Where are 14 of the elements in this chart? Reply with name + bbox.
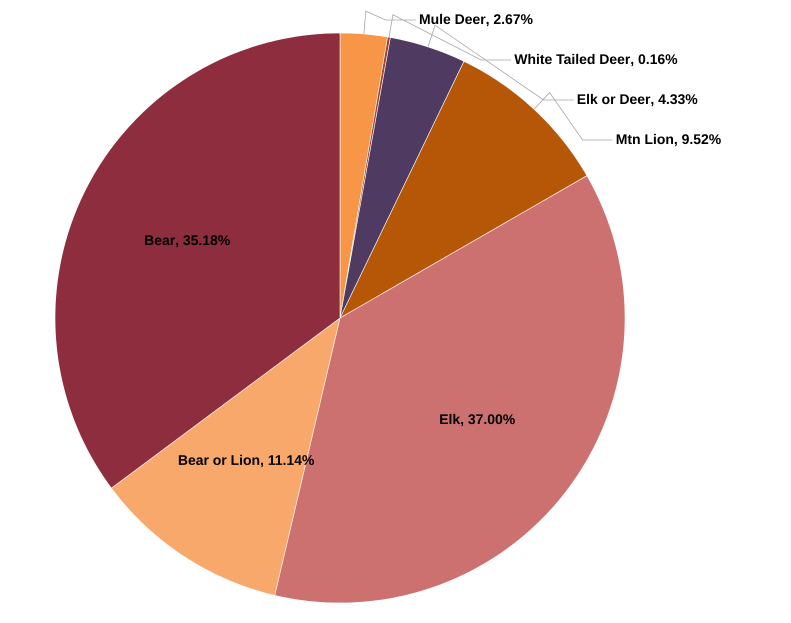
slice-label: Elk or Deer [578,94,650,104]
data-label: , 0.16% [631,54,678,66]
slice-label: Mtn Lion [616,134,674,144]
data-label: , 35.18% [176,235,230,248]
data-label: , 4.33% [651,94,698,106]
data-label: , 37.00% [461,414,515,426]
data-label: , 11.14% [261,455,314,468]
slice-label: Mule Deer [420,14,486,24]
slice-label: Elk [440,414,460,424]
slice-label: Bear [145,235,175,246]
data-label: , 9.52% [674,134,721,146]
slice-label: White Tailed Deer [514,54,630,64]
slice-label: Bear or Lion [178,454,260,466]
data-label: , 2.67% [486,14,533,26]
